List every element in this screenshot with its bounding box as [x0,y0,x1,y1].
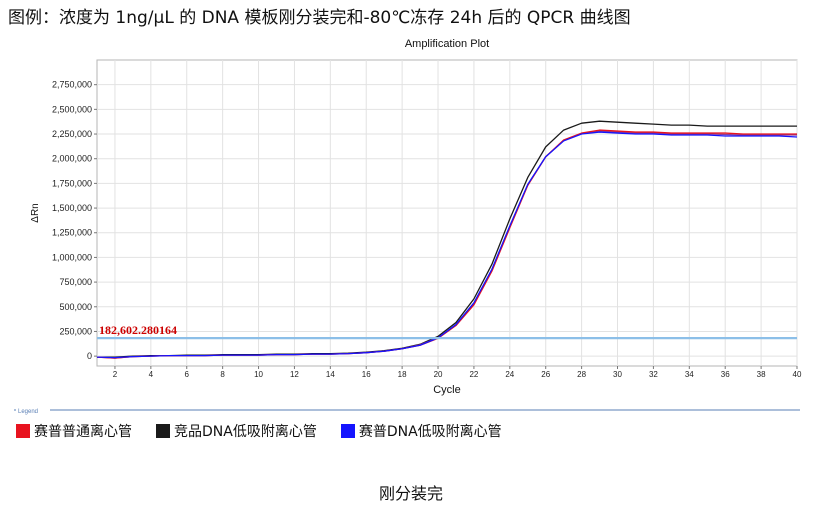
x-tick-label: 10 [254,370,263,379]
x-tick-label: 6 [185,370,190,379]
y-tick-label: 1,250,000 [52,228,92,238]
threshold-label: 182,602.280164 [99,323,177,337]
x-tick-label: 40 [793,370,802,379]
y-tick-label: 500,000 [59,302,92,312]
y-tick-label: 1,500,000 [52,203,92,213]
x-tick-label: 28 [577,370,586,379]
legend: 赛普普通离心管 竞品DNA低吸附离心管 赛普DNA低吸附离心管 [16,421,526,441]
x-axis-label: Cycle [433,384,461,396]
y-tick-label: 0 [87,351,92,361]
y-tick-label: 2,750,000 [52,80,92,90]
y-tick-label: 1,750,000 [52,178,92,188]
bottom-caption: 刚分装完 [378,484,443,503]
x-tick-label: 38 [757,370,766,379]
y-tick-label: 2,500,000 [52,104,92,114]
x-tick-label: 14 [326,370,335,379]
x-tick-label: 20 [434,370,443,379]
legend-swatch-blue [340,424,355,438]
chart-title: Amplification Plot [405,38,489,50]
legend-label-blue: 赛普DNA低吸附离心管 [358,424,502,440]
series-line-2 [96,131,798,359]
legend-item-black: 竞品DNA低吸附离心管 [156,421,317,441]
x-tick-label: 4 [149,370,154,379]
x-tick-label: 16 [362,370,371,379]
y-tick-label: 750,000 [59,277,92,287]
plot-area [96,59,798,367]
x-tick-label: 26 [541,370,550,379]
y-tick-label: 1,000,000 [52,252,92,262]
legend-item-red: 赛普普通离心管 [16,421,132,441]
y-tick-label: 250,000 [59,326,92,336]
legend-swatch-red [16,424,30,438]
y-axis-label: ΔRn [30,203,41,222]
amplification-plot: 2 4 6 8 10 12 14 16 18 20 22 24 26 28 30 32 34 36 38 400250… [14,38,802,415]
x-tick-label: 2 [113,370,118,379]
y-tick-label: 2,250,000 [52,129,92,139]
x-tick-label: 12 [290,370,299,379]
legend-label-red: 赛普普通离心管 [34,424,132,440]
x-tick-label: 36 [721,370,730,379]
figure-caption: 图例：浓度为 1ng/μL 的 DNA 模板刚分装完和-80℃冻存 24h 后的… [8,8,631,28]
legend-label-black: 竞品DNA低吸附离心管 [174,424,317,440]
legend-title: Legend [18,409,38,415]
x-tick-label: 8 [220,370,225,379]
x-tick-label: 18 [398,370,407,379]
legend-swatch-black [156,424,170,438]
x-tick-label: 22 [469,370,478,379]
x-tick-label: 24 [505,370,514,379]
x-tick-label: 30 [613,370,622,379]
legend-item-blue: 赛普DNA低吸附离心管 [340,421,502,441]
x-tick-label: 34 [685,370,694,379]
x-tick-label: 32 [649,370,658,379]
y-tick-label: 2,000,000 [52,154,92,164]
